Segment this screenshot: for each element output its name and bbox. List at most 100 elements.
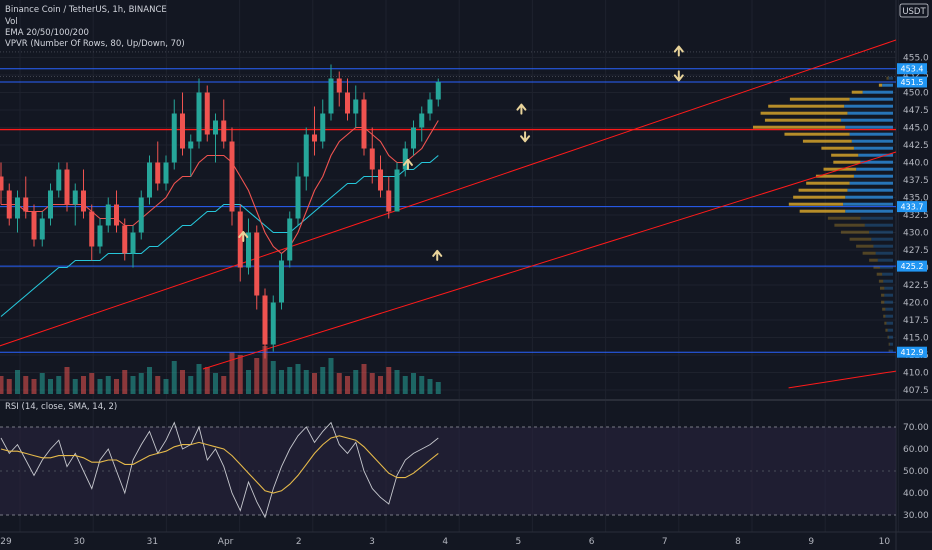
volume-bar [23, 376, 29, 394]
rsi-tick-label: 40.00 [903, 489, 929, 499]
price-tick-label: 435.0 [903, 194, 929, 204]
volume-profile-down-bar [802, 139, 852, 143]
price-level-badge [897, 63, 927, 75]
price-tick-label: 437.5 [903, 176, 929, 186]
volume-profile-down-bar [879, 286, 885, 290]
candle-body [15, 197, 20, 219]
candle-body [345, 92, 350, 114]
arrow-up-icon [238, 231, 249, 242]
volume-bar [320, 367, 326, 394]
volume-bar [180, 370, 185, 394]
volume-bar [312, 373, 317, 394]
time-tick-label: 9 [808, 537, 814, 547]
volume-profile-down-bar [815, 174, 854, 178]
volume-profile-up-bar [856, 167, 893, 171]
volume-profile-up-bar [871, 237, 893, 241]
candle-body [386, 190, 392, 212]
symbol-title[interactable]: Binance Coin / TetherUS, 1h, BINANCE [5, 5, 167, 15]
volume-profile-down-bar [798, 188, 848, 192]
volume-profile-down-bar [887, 335, 889, 339]
volume-bar [122, 370, 128, 394]
candle-body [72, 190, 78, 205]
candle-body [122, 225, 128, 254]
volume-profile-up-bar [864, 223, 893, 227]
candle-body [328, 78, 334, 114]
candle-body [114, 204, 119, 226]
time-tick-label: 10 [879, 537, 891, 547]
volume-bar [39, 373, 45, 394]
volume-profile-down-bar [873, 265, 880, 269]
volume-profile-up-bar [877, 258, 893, 262]
volume-profile-up-bar [860, 160, 893, 164]
volume-profile-up-bar [885, 307, 893, 311]
arrow-up-icon [516, 103, 527, 115]
volume-profile-up-bar [862, 90, 893, 94]
volume-profile-down-bar [799, 209, 846, 213]
volume-profile-up-bar [849, 97, 893, 101]
volume-profile-up-bar [853, 174, 893, 178]
volume-bar [279, 370, 284, 394]
volume-profile-down-bar [849, 237, 872, 241]
candle-body [0, 176, 4, 191]
time-tick-label: 3 [369, 537, 375, 547]
candle-body [23, 197, 29, 212]
candle-body [303, 134, 309, 177]
candle-body [312, 134, 317, 142]
candle-body [295, 176, 301, 219]
volume-indicator-label[interactable]: Vol [5, 17, 18, 27]
rsi-tick-label: 50.00 [903, 467, 929, 477]
volume-bar [196, 364, 202, 394]
candle-body [188, 141, 194, 149]
arrow-down-icon [520, 131, 531, 143]
volume-bar [97, 379, 103, 394]
candle-body [378, 169, 383, 191]
currency-label: USDT [902, 7, 926, 17]
candle-body [254, 232, 260, 296]
volume-profile-down-bar [888, 349, 890, 353]
volume-profile-down-bar [806, 181, 850, 185]
vpvr-indicator-label[interactable]: VPVR (Number Of Rows, 80, Up/Down, 70) [5, 39, 185, 49]
volume-profile-down-bar [888, 342, 890, 346]
candle-body [81, 190, 86, 212]
volume-profile-down-bar [885, 328, 888, 332]
candle-body [419, 113, 425, 128]
price-level-badge [897, 346, 927, 358]
volume-profile-up-bar [882, 83, 893, 87]
candle-body [402, 148, 408, 170]
volume-profile-up-bar [889, 349, 893, 353]
candle-body [229, 141, 235, 212]
volume-profile-up-bar [844, 104, 893, 108]
volume-bar [171, 361, 177, 394]
volume-bar [138, 373, 144, 394]
price-level-badge-label: 451.5 [901, 78, 924, 87]
volume-bar [262, 346, 268, 394]
candle-body [48, 190, 53, 219]
candle-body [105, 204, 111, 226]
volume-profile-down-bar [788, 202, 844, 206]
rsi-indicator-label[interactable]: RSI (14, close, SMA, 14, 2) [5, 402, 117, 412]
volume-profile-down-bar [878, 279, 884, 283]
volume-profile-down-bar [768, 104, 845, 108]
rsi-band [0, 427, 896, 515]
volume-bar [56, 376, 62, 394]
volume-bar [204, 367, 210, 394]
candle-body [353, 99, 359, 114]
volume-profile-up-bar [843, 202, 893, 206]
volume-bar [270, 361, 276, 394]
volume-bar [246, 370, 251, 394]
volume-bar [427, 379, 433, 394]
candle-body [155, 162, 161, 184]
volume-profile-up-bar [888, 335, 893, 339]
ema-indicator-label[interactable]: EMA 20/50/100/200 [5, 28, 89, 38]
ema-slow-line [0, 155, 439, 317]
candle-body [221, 120, 227, 142]
candle-body [270, 302, 276, 345]
currency-badge[interactable] [899, 3, 929, 18]
candle-body [97, 225, 103, 247]
rsi-tick-label: 70.00 [903, 423, 929, 433]
price-tick-label: 440.0 [903, 159, 929, 169]
volume-profile-up-bar [847, 188, 893, 192]
volume-bar [64, 367, 70, 394]
rsi-ma-line [0, 435, 439, 494]
